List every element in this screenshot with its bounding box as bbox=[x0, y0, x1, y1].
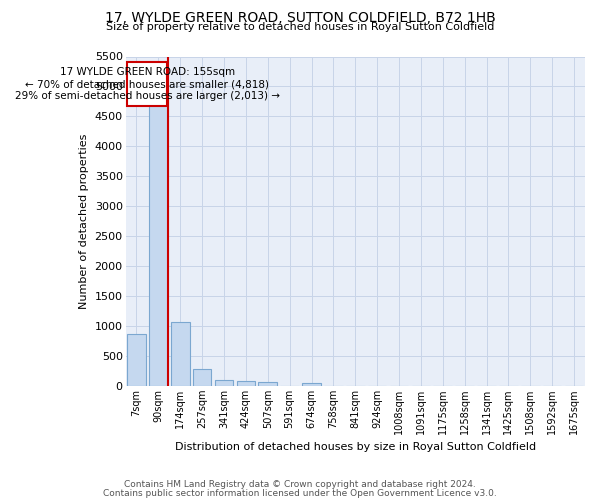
FancyBboxPatch shape bbox=[127, 62, 167, 106]
Text: 29% of semi-detached houses are larger (2,013) →: 29% of semi-detached houses are larger (… bbox=[15, 91, 280, 101]
Bar bbox=[171, 322, 190, 386]
Bar bbox=[149, 97, 167, 386]
Bar bbox=[236, 382, 255, 386]
Text: Contains HM Land Registry data © Crown copyright and database right 2024.: Contains HM Land Registry data © Crown c… bbox=[124, 480, 476, 489]
Bar bbox=[302, 382, 321, 386]
Text: ← 70% of detached houses are smaller (4,818): ← 70% of detached houses are smaller (4,… bbox=[25, 79, 269, 89]
Bar bbox=[259, 382, 277, 386]
Y-axis label: Number of detached properties: Number of detached properties bbox=[79, 134, 89, 309]
Text: Contains public sector information licensed under the Open Government Licence v3: Contains public sector information licen… bbox=[103, 488, 497, 498]
Bar bbox=[127, 334, 146, 386]
Bar bbox=[215, 380, 233, 386]
Bar bbox=[193, 369, 211, 386]
Text: 17, WYLDE GREEN ROAD, SUTTON COLDFIELD, B72 1HB: 17, WYLDE GREEN ROAD, SUTTON COLDFIELD, … bbox=[104, 12, 496, 26]
Text: 17 WYLDE GREEN ROAD: 155sqm: 17 WYLDE GREEN ROAD: 155sqm bbox=[59, 67, 235, 77]
Text: Size of property relative to detached houses in Royal Sutton Coldfield: Size of property relative to detached ho… bbox=[106, 22, 494, 32]
X-axis label: Distribution of detached houses by size in Royal Sutton Coldfield: Distribution of detached houses by size … bbox=[175, 442, 536, 452]
